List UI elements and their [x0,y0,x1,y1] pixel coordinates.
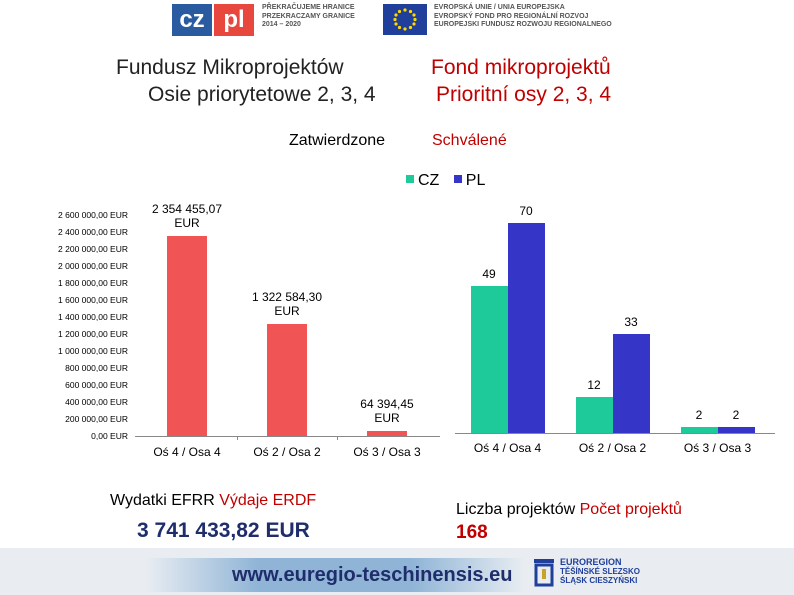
eu-flag-icon [383,4,427,35]
euroregion-logo-icon [532,557,556,589]
title-cz-line1: Fond mikroprojektů [431,56,611,79]
y-tick-label: 1 400 000,00 EUR [58,312,128,322]
logo-cz: cz [172,4,212,36]
y-tick-label: 2 400 000,00 EUR [58,227,128,237]
eur-bar [367,430,407,436]
euroregion-line: ŚLĄSK CIESZYŃSKI [560,576,638,585]
x-tick-label: Oś 3 / Osa 3 [683,441,752,455]
header-banner: cz pl PŘEKRAČUJEME HRANICE PRZEKRACZAMY … [0,0,794,40]
projects-bar-pl [717,427,755,433]
euroregion-line: TĚŠÍNSKÉ SLEZSKO [560,567,641,576]
legend-swatch-pl [453,175,462,183]
eu-line: EUROPEJSKI FUNDUSZ ROZWOJU REGIONALNEGO [434,21,612,28]
eur-bar [167,235,207,436]
projects-data-label: 2 [732,408,740,422]
projects-value: 168 [456,522,488,543]
title-pl-line1: Fundusz Mikroprojektów [116,56,344,79]
program-line: PRZEKRACZAMY GRANICE [262,12,355,20]
legend-label-pl: PL [465,172,486,189]
y-tick-label: 1 600 000,00 EUR [58,295,128,305]
legend: CZ PL [406,172,485,190]
projects-label: Liczba projektów Počet projektů [456,501,682,519]
projects-data-label: 70 [519,204,533,218]
approved-cz: Schválené [432,132,507,149]
y-tick-label: 600 000,00 EUR [65,380,128,390]
eu-line: EVROPSKÝ FOND PRO REGIONÁLNÍ ROZVOJ [434,12,589,20]
y-tick-label: 1 000 000,00 EUR [58,346,128,356]
y-tick-label: 200 000,00 EUR [65,414,128,424]
expenditure-value: 3 741 433,82 EUR [137,519,310,542]
eur-data-label: 2 354 455,07 EUR [151,201,223,230]
euroregion-name: EUROREGION TĚŠÍNSKÉ SLEZSKO ŚLĄSK CIESZY… [560,557,641,586]
eur-data-label: 64 394,45 EUR [360,396,414,425]
footer-band [145,558,525,592]
expenditure-label-cz: Výdaje ERDF [219,492,317,509]
legend-label-cz: CZ [418,172,440,189]
projects-bar-pl [612,334,650,433]
eur-data-label: 1 322 584,30 EUR [251,289,323,318]
y-tick-label: 2 200 000,00 EUR [58,244,128,254]
approved-pl: Zatwierdzone [289,132,386,149]
y-tick-label: 400 000,00 EUR [65,397,128,407]
eu-stars-icon [393,8,417,31]
x-tick-mark [337,436,338,440]
eu-fund-text: EVROPSKÁ UNIE / UNIA EUROPEJSKA EVROPSKÝ… [434,4,612,30]
euroregion-line: EUROREGION [560,557,622,567]
y-tick-label: 2 600 000,00 EUR [58,210,128,220]
footer-url[interactable]: www.euregio-teschinensis.eu [232,564,513,586]
x-tick-mark [237,436,238,440]
y-tick-label: 1 800 000,00 EUR [58,278,128,288]
program-line: PŘEKRAČUJEME HRANICE [262,4,355,11]
x-tick-label: Oś 3 / Osa 3 [353,445,421,459]
projects-data-label: 49 [482,267,496,281]
expenditure-label: Wydatki EFRR Výdaje ERDF [110,492,316,510]
y-tick-label: 1 200 000,00 EUR [58,329,128,339]
x-tick-label: Oś 2 / Osa 2 [253,445,321,459]
x-tick-label: Oś 4 / Osa 4 [473,441,542,455]
title-pl-line2: Osie priorytetowe 2, 3, 4 [148,83,376,106]
projects-label-cz: Počet projektů [579,501,682,518]
projects-label-pl: Liczba projektów [456,501,576,518]
x-tick-label: Oś 2 / Osa 2 [578,441,647,455]
projects-bar-cz [680,427,718,433]
eu-line: EVROPSKÁ UNIE / UNIA EUROPEJSKA [434,4,565,11]
cz-pl-logo: cz pl [172,4,254,36]
legend-swatch-cz [406,175,414,183]
projects-bar-cz [575,397,613,433]
x-axis-line [455,433,775,434]
y-tick-label: 2 000 000,00 EUR [58,261,128,271]
logo-pl: pl [214,4,254,36]
x-tick-label: Oś 4 / Osa 4 [153,445,221,459]
title-cz-line2: Prioritní osy 2, 3, 4 [436,83,612,106]
eur-bar [267,323,307,436]
projects-bar-cz [470,286,508,433]
projects-data-label: 2 [695,408,703,422]
x-axis-line [135,436,440,437]
projects-bar-pl [507,223,545,433]
expenditure-label-pl: Wydatki EFRR [110,492,215,509]
projects-data-label: 12 [587,378,601,392]
y-tick-label: 0,00 EUR [91,431,128,441]
y-tick-label: 800 000,00 EUR [65,363,128,373]
program-line: 2014 – 2020 [262,21,301,28]
program-name: PŘEKRAČUJEME HRANICE PRZEKRACZAMY GRANIC… [262,4,355,30]
projects-data-label: 33 [624,315,638,329]
